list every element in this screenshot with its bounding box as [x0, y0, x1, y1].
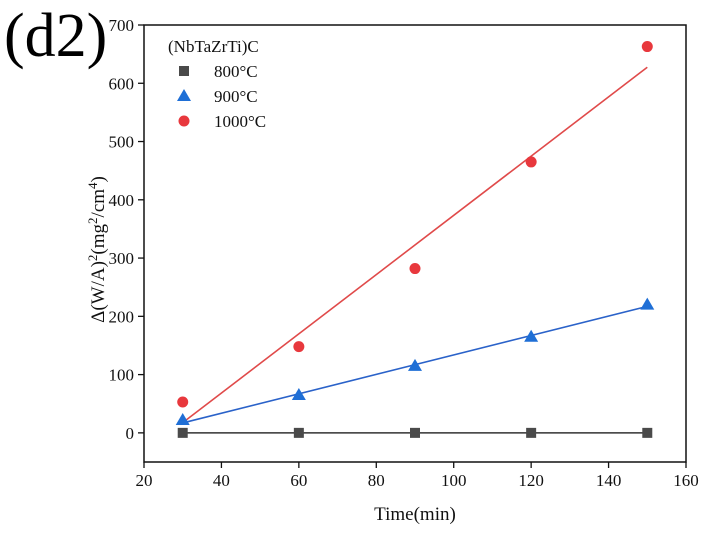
x-tick-label: 40 — [213, 471, 230, 490]
data-point-series-1 — [293, 427, 304, 438]
y-tick-label: 300 — [109, 249, 135, 268]
y-axis-label-superscript: 2 — [85, 255, 100, 262]
x-tick-label: 120 — [518, 471, 544, 490]
data-point-series-3 — [641, 41, 653, 53]
data-point-series-2 — [408, 358, 422, 371]
legend-label: 1000°C — [214, 112, 266, 131]
y-tick-label: 400 — [109, 191, 135, 210]
x-tick-label: 100 — [441, 471, 467, 490]
y-tick-label: 100 — [109, 366, 135, 385]
data-point-series-2 — [175, 413, 190, 426]
y-axis-label-part: (mg — [88, 223, 109, 254]
y-tick-label: 500 — [109, 133, 135, 152]
y-axis-label-part: /cm — [88, 189, 109, 218]
legend-label: 800°C — [214, 62, 258, 81]
x-tick-label: 60 — [290, 471, 307, 490]
data-point-series-3 — [409, 263, 421, 275]
legend-marker — [177, 89, 191, 101]
y-axis-label-part: Δ(W/A) — [88, 261, 109, 323]
data-point-series-2 — [640, 297, 655, 310]
fit-line-series-3 — [182, 66, 648, 424]
data-point-series-1 — [410, 427, 420, 438]
data-point-series-3 — [525, 156, 537, 168]
y-tick-label: 600 — [109, 74, 135, 93]
data-point-series-2 — [524, 329, 539, 342]
y-tick-label: 200 — [109, 307, 135, 326]
plot-frame — [143, 24, 687, 463]
y-axis-label-superscript: 2 — [85, 217, 100, 224]
legend-marker — [178, 115, 190, 127]
x-tick-label: 140 — [596, 471, 622, 490]
data-point-series-3 — [293, 341, 305, 353]
data-point-series-2 — [291, 387, 306, 400]
legend-label: 900°C — [214, 87, 258, 106]
y-tick-label: 0 — [126, 424, 135, 443]
legend-marker — [179, 66, 189, 76]
y-axis-label-superscript: 4 — [85, 182, 100, 189]
y-axis-label: Δ(W/A)2(mg2/cm4) — [85, 176, 109, 323]
data-point-series-1 — [526, 427, 537, 438]
y-tick-label: 700 — [109, 16, 135, 35]
data-point-series-1 — [177, 427, 188, 438]
x-tick-label: 80 — [368, 471, 385, 490]
x-axis-label: Time(min) — [374, 504, 456, 525]
x-tick-label: 20 — [136, 471, 153, 490]
y-axis-label-part: ) — [88, 176, 109, 182]
data-point-series-3 — [177, 396, 189, 408]
legend-title: (NbTaZrTi)C — [168, 37, 259, 56]
panel-label: (d2) — [4, 2, 108, 70]
data-point-series-1 — [642, 427, 653, 438]
x-tick-label: 160 — [673, 471, 699, 490]
